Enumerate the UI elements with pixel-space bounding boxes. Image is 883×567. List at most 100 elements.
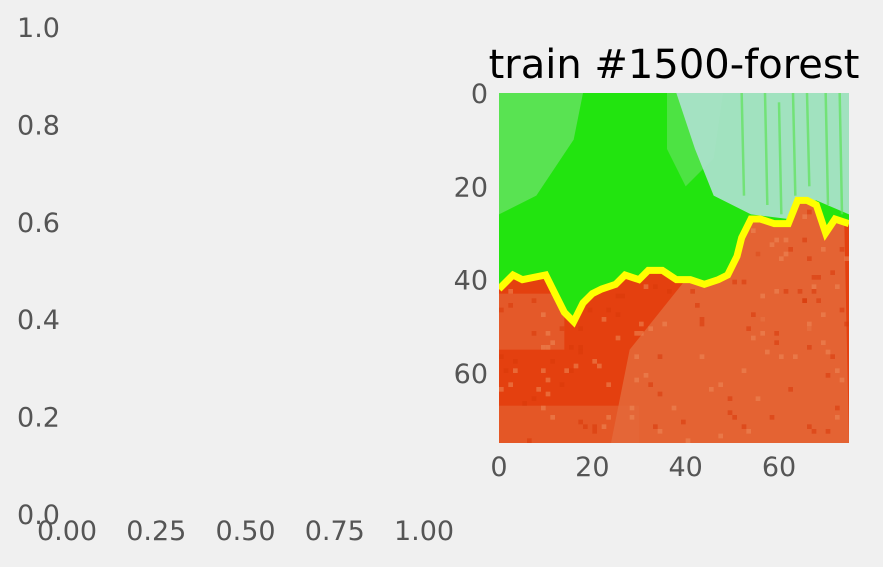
texture-pixel (821, 247, 826, 252)
texture-pixel (783, 251, 789, 257)
texture-pixel (751, 228, 756, 233)
right-y-tick-label: 0 (471, 79, 488, 110)
texture-pixel (769, 242, 775, 247)
texture-pixel (835, 368, 840, 373)
texture-pixel (573, 363, 579, 369)
texture-pixel (751, 335, 756, 341)
texture-pixel (802, 298, 807, 303)
texture-pixel (643, 284, 649, 289)
texture-pixel (755, 251, 761, 257)
texture-pixel (699, 321, 705, 327)
texture-pixel (513, 368, 518, 373)
texture-pixel (508, 303, 513, 308)
texture-pixel (760, 331, 765, 336)
texture-pixel (601, 317, 607, 322)
texture-pixel (783, 289, 789, 294)
texture-pixel (746, 326, 751, 331)
texture-pixel (760, 293, 765, 299)
right-x-tick-label: 40 (668, 452, 702, 483)
texture-pixel (653, 424, 658, 429)
texture-pixel (825, 429, 831, 434)
texture-pixel (807, 256, 812, 261)
right-x-tick-label: 60 (762, 452, 796, 483)
texture-pixel (681, 419, 686, 425)
texture-pixel (811, 284, 817, 289)
texture-pixel (508, 382, 513, 387)
texture-pixel (527, 438, 532, 443)
right-x-tick-labels: 0 20 40 60 (490, 452, 796, 483)
texture-pixel (583, 424, 588, 429)
texture-pixel (578, 326, 583, 331)
texture-pixel (667, 289, 672, 294)
texture-pixel (844, 256, 849, 261)
texture-pixel (606, 307, 611, 313)
texture-pixel (769, 415, 775, 420)
region-top-pale (676, 93, 849, 219)
right-x-tick-label: 20 (575, 452, 609, 483)
texture-pixel (797, 289, 803, 294)
left-x-tick-label: 1.00 (394, 516, 454, 547)
texture-pixel (499, 387, 504, 392)
texture-pixel (802, 214, 807, 219)
left-axes: 0.00 0.25 0.50 0.75 1.00 0.0 0.2 0.4 0.6 0.8 1.0 (17, 13, 454, 547)
texture-pixel (835, 405, 840, 411)
texture-pixel (606, 382, 611, 387)
texture-pixel (793, 354, 798, 359)
image-texture (499, 93, 849, 443)
texture-pixel (774, 331, 779, 336)
texture-pixel (807, 424, 812, 429)
texture-pixel (825, 373, 831, 378)
texture-pixel (685, 438, 691, 443)
texture-pixel (545, 391, 551, 397)
texture-pixel (699, 354, 705, 359)
texture-pixel (541, 405, 546, 411)
texture-streak (791, 93, 797, 196)
texture-pixel (839, 307, 845, 313)
region-bottom-textured (611, 200, 849, 443)
texture-pixel (830, 270, 835, 275)
left-plot-area (67, 27, 424, 514)
texture-pixel (639, 321, 644, 327)
texture-pixel (774, 237, 779, 243)
texture-pixel (835, 415, 840, 420)
texture-pixel (690, 289, 695, 294)
left-y-tick-labels: 0.0 0.2 0.4 0.6 0.8 1.0 (17, 13, 60, 531)
texture-pixel (732, 279, 737, 285)
texture-pixel (755, 396, 761, 401)
texture-pixel (648, 382, 653, 387)
texture-pixel (545, 377, 551, 383)
texture-pixel (760, 317, 765, 322)
texture-pixel (541, 368, 546, 373)
right-y-tick-label: 40 (454, 266, 488, 297)
texture-pixel (657, 354, 663, 359)
texture-pixel (807, 209, 812, 215)
texture-pixel (503, 368, 509, 373)
texture-pixel (564, 368, 569, 373)
texture-pixel (727, 396, 733, 401)
texture-pixel (774, 289, 779, 294)
texture-pixel (830, 354, 835, 359)
texture-pixel (499, 307, 504, 313)
texture-pixel (629, 415, 635, 420)
texture-pixel (541, 312, 546, 317)
texture-pixel (779, 354, 784, 359)
texture-pixel (741, 279, 747, 285)
left-x-tick-label: 0.50 (215, 516, 275, 547)
right-axes: train #1500-forest 0 20 40 60 0 20 40 60 (454, 42, 860, 483)
texture-pixel (592, 424, 597, 429)
texture-pixel (821, 340, 826, 345)
texture-pixel (508, 289, 513, 294)
texture-pixel (597, 363, 602, 369)
texture-pixel (811, 289, 817, 294)
texture-pixel (816, 275, 821, 280)
texture-pixel (629, 405, 635, 411)
left-x-tick-labels: 0.00 0.25 0.50 0.75 1.00 (37, 516, 454, 547)
texture-pixel (634, 354, 639, 359)
left-y-tick-label: 0.2 (17, 403, 60, 434)
texture-pixel (531, 396, 537, 401)
texture-pixel (615, 293, 621, 299)
texture-pixel (718, 433, 723, 439)
region-bottom-floor (499, 405, 639, 443)
